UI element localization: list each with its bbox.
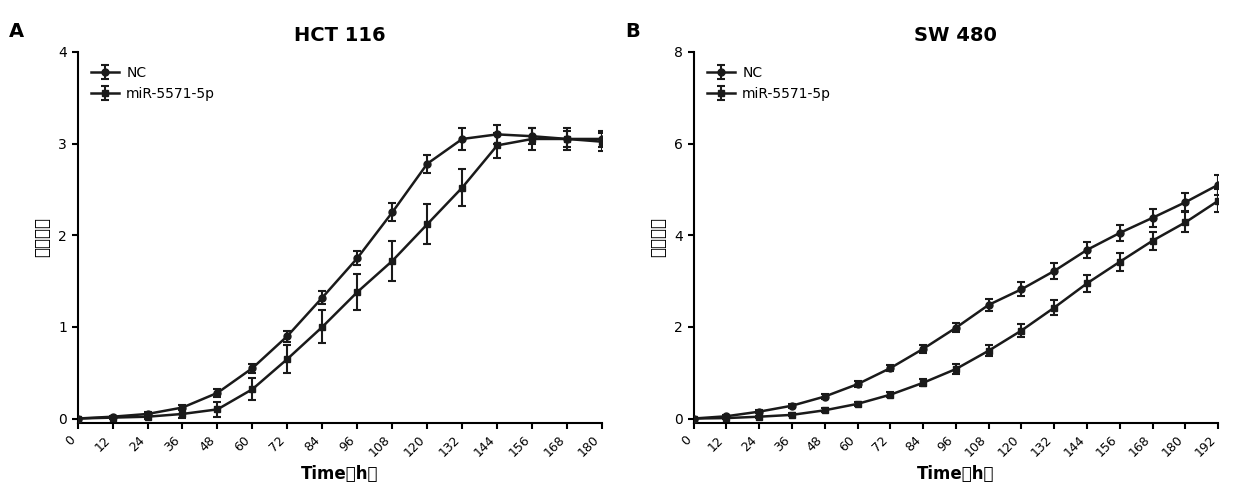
Title: HCT 116: HCT 116 bbox=[294, 26, 385, 45]
Text: A: A bbox=[10, 22, 25, 41]
X-axis label: Time（h）: Time（h） bbox=[301, 465, 379, 483]
Text: B: B bbox=[626, 22, 641, 41]
Legend: NC, miR-5571-5p: NC, miR-5571-5p bbox=[84, 59, 222, 108]
Title: SW 480: SW 480 bbox=[914, 26, 997, 45]
Y-axis label: 细胞指数: 细胞指数 bbox=[649, 218, 668, 258]
Y-axis label: 细胞指数: 细胞指数 bbox=[33, 218, 51, 258]
Legend: NC, miR-5571-5p: NC, miR-5571-5p bbox=[700, 59, 838, 108]
X-axis label: Time（h）: Time（h） bbox=[917, 465, 995, 483]
